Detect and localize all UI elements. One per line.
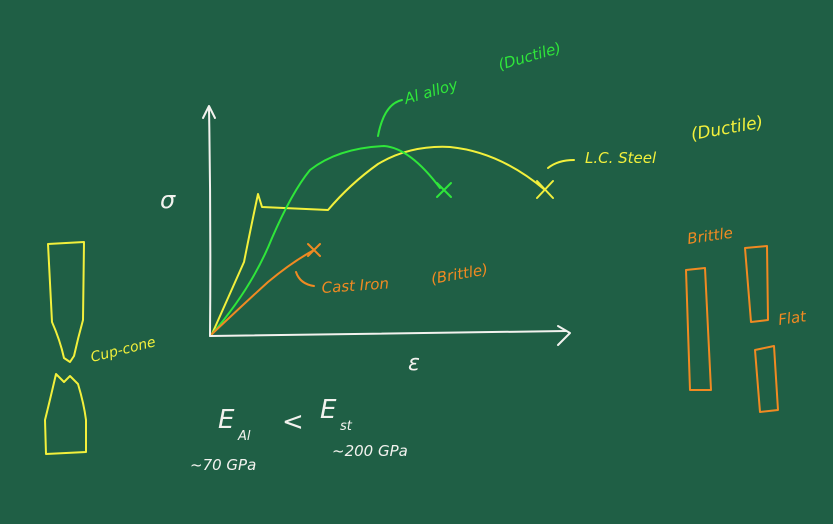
less-than-sign: < <box>282 407 304 437</box>
x-axis <box>209 330 567 337</box>
brittle-specimens <box>685 245 779 413</box>
brittle-specimen-bottom-right <box>754 345 779 413</box>
e-st-subscript: st <box>340 419 353 434</box>
e-al-symbol: E <box>218 405 235 435</box>
lc-steel-note: (Ductile) <box>689 113 764 145</box>
al-alloy-curve-group <box>211 99 452 335</box>
cast-iron-note: (Brittle) <box>430 260 490 288</box>
x-axis-label: ε <box>408 351 420 376</box>
cup-cone-specimen <box>44 241 87 455</box>
brittle-specimen-top-right <box>744 245 769 323</box>
y-axis <box>208 107 212 337</box>
al-alloy-label: Al alloy <box>401 75 461 108</box>
lc-steel-curve <box>211 145 546 335</box>
cast-iron-leader-line <box>295 271 315 287</box>
e-st-value: ~200 GPa <box>332 442 408 460</box>
cast-iron-fracture-mark <box>307 243 321 257</box>
flat-label: Flat <box>777 307 808 329</box>
cast-iron-label: Cast Iron <box>321 274 389 297</box>
cast-iron-curve-group <box>211 243 321 335</box>
cup-cone-top-piece <box>47 241 85 363</box>
y-axis-label: σ <box>160 186 176 214</box>
axes <box>202 105 571 346</box>
al-alloy-curve <box>211 145 441 335</box>
e-st-symbol: E <box>320 395 337 425</box>
modulus-comparison: E Al < E st ~70 GPa ~200 GPa <box>190 395 408 474</box>
al-alloy-leader-line <box>377 99 403 137</box>
al-alloy-note: (Ductile) <box>496 39 563 74</box>
lc-steel-curve-group <box>211 145 575 335</box>
cast-iron-curve <box>211 249 315 335</box>
lc-steel-label: L.C. Steel <box>585 149 657 167</box>
brittle-specimen-left <box>685 267 712 391</box>
al-alloy-fracture-mark <box>436 182 452 198</box>
e-al-subscript: Al <box>237 429 251 444</box>
y-axis-arrowhead <box>202 105 216 119</box>
lc-steel-fracture-mark <box>536 180 554 199</box>
brittle-label: Brittle <box>686 224 734 248</box>
e-al-value: ~70 GPa <box>190 456 256 474</box>
cup-cone-bottom-piece <box>44 373 87 455</box>
x-axis-arrowhead <box>557 325 571 346</box>
cup-cone-label: Cup-cone <box>89 334 157 366</box>
lc-steel-leader-line <box>547 159 575 169</box>
